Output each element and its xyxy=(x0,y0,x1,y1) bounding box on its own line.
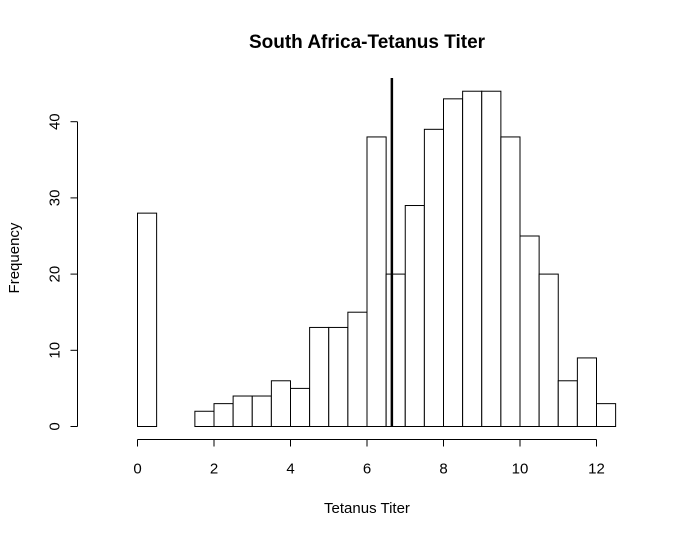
y-axis: 0 10 20 30 40 xyxy=(47,113,78,431)
histogram-bar xyxy=(137,212,158,427)
x-tick-label: 8 xyxy=(439,461,447,478)
histogram-bar xyxy=(596,403,617,428)
x-tick-label: 10 xyxy=(512,461,529,478)
histogram-bar xyxy=(194,410,215,428)
y-tick-label: 40 xyxy=(47,113,64,130)
histogram-bar xyxy=(309,326,330,427)
histogram-bar xyxy=(481,90,502,427)
y-tick-label: 0 xyxy=(47,422,64,430)
histogram-bar xyxy=(347,311,368,428)
x-tick-label: 4 xyxy=(286,461,294,478)
histogram-bar xyxy=(576,357,597,428)
histogram-bar xyxy=(423,128,444,427)
y-axis-label: Frequency xyxy=(6,222,23,293)
bars-group xyxy=(137,90,617,428)
histogram-bar xyxy=(538,273,559,427)
x-tick-label: 12 xyxy=(588,461,605,478)
x-axis-label: Tetanus Titer xyxy=(324,500,410,517)
y-tick-label: 30 xyxy=(47,190,64,207)
histogram-bar xyxy=(251,395,272,427)
histogram-bar xyxy=(500,136,521,427)
histogram-bar xyxy=(328,326,349,427)
histogram-bar xyxy=(385,273,406,427)
histogram-bar xyxy=(462,90,483,427)
histogram-bar xyxy=(270,380,291,427)
chart-title: South Africa-Tetanus Titer xyxy=(249,32,486,53)
histogram-bar xyxy=(557,380,578,427)
x-tick-label: 6 xyxy=(363,461,371,478)
histogram-bar xyxy=(519,235,540,427)
histogram-bar xyxy=(366,136,387,427)
histogram-bar xyxy=(290,387,311,427)
y-tick-label: 20 xyxy=(47,266,64,283)
x-axis: 0 2 4 6 8 10 12 xyxy=(133,439,605,478)
histogram-bar xyxy=(232,395,253,427)
histogram-bar xyxy=(443,98,464,427)
histogram-bar xyxy=(404,205,425,427)
x-tick-label: 0 xyxy=(133,461,141,478)
x-tick-label: 2 xyxy=(210,461,218,478)
histogram-bar xyxy=(213,403,234,428)
y-tick-label: 10 xyxy=(47,342,64,359)
